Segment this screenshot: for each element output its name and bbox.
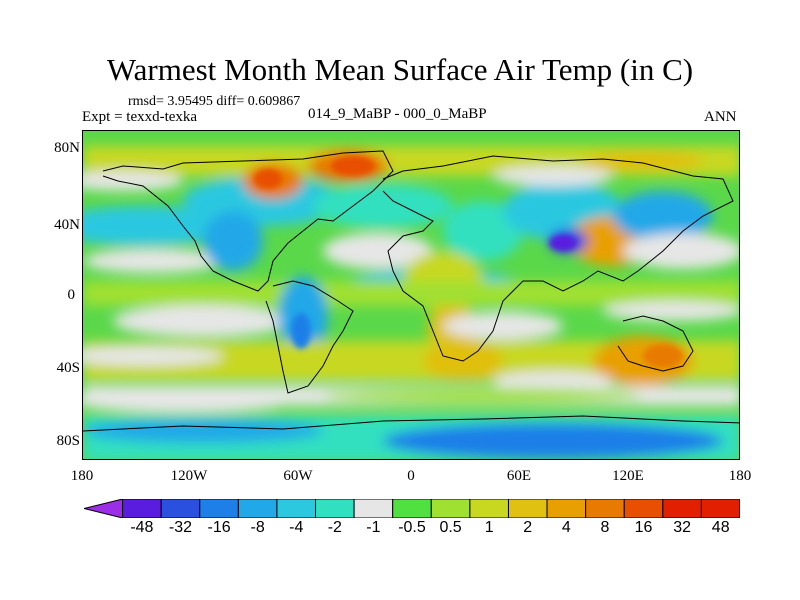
lon-label: 180 (70, 468, 94, 484)
colorbar-label: -2 (327, 519, 342, 536)
colorbar-label: 48 (711, 519, 730, 536)
map-svg (83, 131, 739, 459)
lon-label: 60W (283, 468, 313, 484)
anomaly-detail (254, 156, 683, 368)
lon-label: 120W (170, 468, 208, 484)
page-title: Warmest Month Mean Surface Air Temp (in … (106, 52, 694, 87)
colorbar-box (546, 499, 587, 518)
colorbar-box (623, 499, 664, 518)
colorbar-end-left (84, 499, 124, 518)
colorbar-label: -8 (250, 519, 265, 536)
colorbar-box (585, 499, 625, 518)
colorbar-label: 2 (523, 519, 533, 536)
colorbar-box (160, 499, 201, 518)
colorbar-box (507, 499, 548, 518)
colorbar-label: 1 (484, 519, 494, 536)
colorbar-label: -1 (366, 519, 381, 536)
colorbar-box (353, 499, 394, 518)
lat-label: 80S (56, 433, 80, 449)
colorbar-box (469, 499, 509, 518)
lon-label: 180 (728, 468, 752, 484)
right-label: ANN (704, 109, 737, 125)
colorbar-label: 16 (634, 519, 653, 536)
colorbar-box (199, 499, 239, 518)
colorbar-box (122, 499, 162, 518)
lon-label: 60E (506, 468, 532, 484)
map-plot (82, 130, 740, 460)
colorbar-label: -0.5 (398, 519, 426, 536)
lat-label: 80N (54, 140, 80, 156)
colorbar-label: 32 (673, 519, 691, 536)
lat-label: 0 (67, 287, 76, 303)
colorbar-label: -16 (207, 519, 231, 536)
colorbar-label: 8 (600, 519, 610, 536)
colorbar-box (392, 499, 432, 518)
coastlines (83, 150, 739, 432)
lat-label: 40S (56, 360, 80, 376)
stats-label: rmsd= 3.95495 diff= 0.609867 (128, 94, 301, 109)
colorbar-label: -32 (168, 519, 193, 536)
lon-label: 0 (407, 468, 415, 484)
colorbar-box (700, 499, 740, 518)
colorbar-box (276, 499, 317, 518)
anomaly-field (83, 146, 739, 459)
colorbar-box (315, 499, 355, 518)
lat-label: 40N (54, 217, 80, 233)
colorbar-box (430, 499, 471, 518)
center-label: 014_9_MaBP - 000_0_MaBP (308, 106, 487, 122)
colorbar-box (237, 499, 278, 518)
colorbar-label: 0.5 (439, 519, 462, 536)
colorbar (84, 499, 740, 518)
colorbar-box (662, 499, 702, 518)
colorbar-label: -4 (289, 519, 304, 536)
colorbar-label: -48 (130, 519, 154, 536)
expt-label: Expt = texxd-texka (82, 109, 198, 125)
lon-label: 120E (612, 468, 644, 484)
colorbar-label: 4 (561, 519, 571, 536)
